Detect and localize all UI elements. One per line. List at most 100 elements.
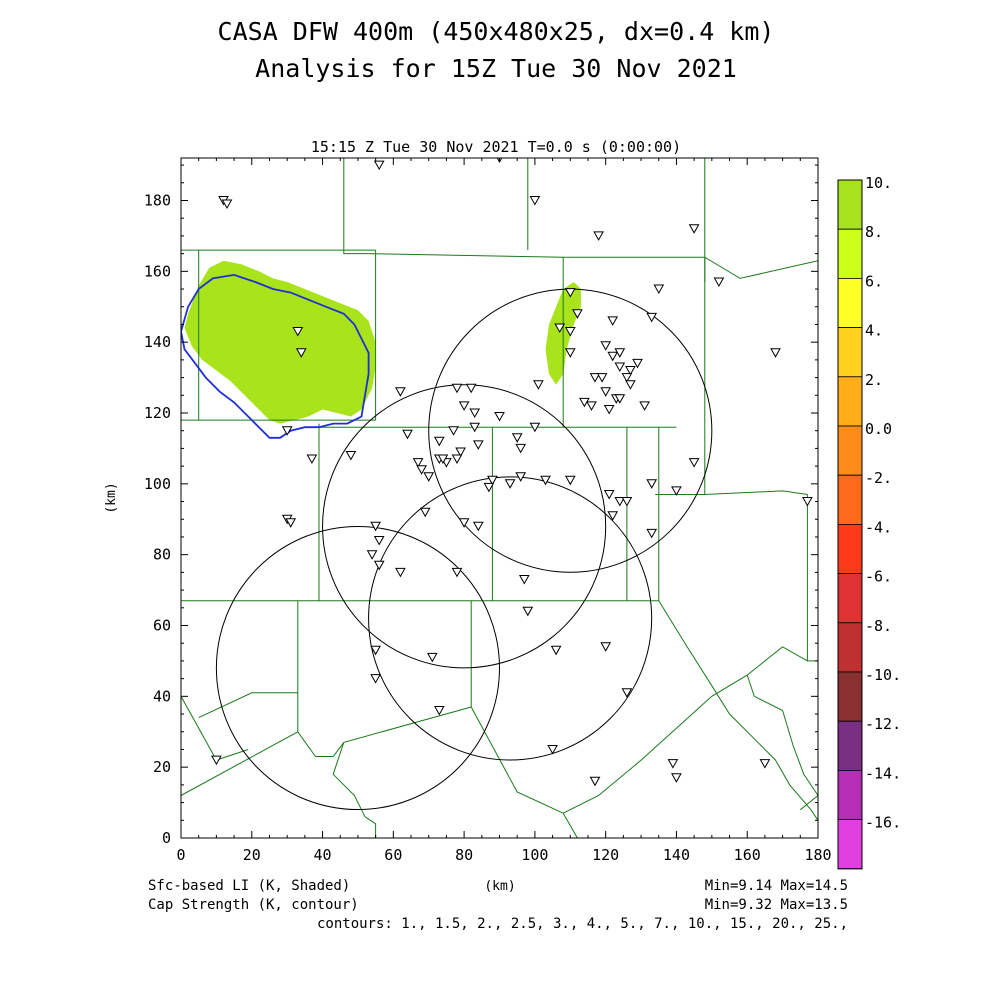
station-marker bbox=[564, 288, 576, 298]
station-marker bbox=[688, 224, 700, 234]
station-marker bbox=[564, 327, 576, 337]
county-boundary bbox=[746, 674, 818, 796]
colorbar-swatch bbox=[837, 770, 863, 821]
station-marker bbox=[596, 373, 608, 383]
cap-strength-contour bbox=[181, 273, 370, 439]
station-marker bbox=[469, 408, 481, 419]
colorbar-swatch bbox=[837, 277, 863, 328]
station-marker bbox=[564, 348, 576, 358]
colorbar-level-label: 4. bbox=[865, 322, 883, 340]
station-marker bbox=[515, 472, 527, 482]
station-marker bbox=[554, 323, 566, 334]
station-marker bbox=[370, 645, 381, 656]
y-tick-label: 140 bbox=[144, 333, 171, 351]
y-axis-label: (km) bbox=[104, 482, 119, 513]
station-marker bbox=[547, 745, 558, 755]
station-marker bbox=[586, 401, 597, 411]
map-plot-area: 0 20 40 60 80 100 120 140 160 180 0 20 40 60 80 100 120 1… bbox=[144, 157, 832, 864]
y-tick-label: 60 bbox=[153, 617, 171, 635]
station-marker bbox=[671, 773, 682, 783]
x-tick-label: 160 bbox=[734, 846, 761, 864]
station-marker bbox=[211, 755, 222, 766]
station-marker bbox=[639, 401, 650, 411]
county-boundaries-layer bbox=[181, 158, 818, 838]
colorbar-level-label: 0.0 bbox=[865, 420, 892, 438]
colorbar-swatch bbox=[837, 474, 863, 525]
station-marker bbox=[373, 536, 385, 546]
station-marker bbox=[646, 312, 658, 323]
plot-time-label: 15:15 Z Tue 30 Nov 2021 T=0.0 s (0:00:00… bbox=[311, 138, 681, 156]
station-marker bbox=[437, 454, 449, 465]
station-markers-layer bbox=[211, 158, 813, 787]
county-boundary bbox=[364, 253, 564, 428]
station-marker bbox=[614, 497, 626, 507]
x-tick-label: 140 bbox=[663, 846, 690, 864]
station-marker bbox=[370, 521, 381, 532]
station-marker bbox=[483, 482, 495, 493]
station-marker bbox=[802, 497, 813, 507]
station-marker bbox=[515, 443, 527, 454]
y-tick-label: 120 bbox=[144, 404, 171, 422]
station-marker bbox=[600, 341, 612, 351]
station-marker bbox=[292, 327, 304, 337]
station-marker bbox=[614, 348, 626, 358]
station-marker bbox=[518, 575, 530, 585]
county-boundary bbox=[799, 795, 818, 811]
shaded-li-layer bbox=[184, 260, 581, 424]
station-marker bbox=[529, 196, 541, 206]
shaded-min-max: Min=9.14 Max=14.5 bbox=[705, 878, 848, 894]
county-boundary bbox=[704, 257, 808, 496]
colorbar-level-label: 10. bbox=[865, 174, 892, 192]
station-marker bbox=[688, 458, 700, 468]
station-marker bbox=[579, 397, 590, 408]
station-marker bbox=[589, 373, 601, 383]
station-marker bbox=[600, 642, 612, 652]
x-tick-label: 120 bbox=[592, 846, 619, 864]
station-marker bbox=[494, 412, 505, 422]
station-marker bbox=[281, 426, 293, 436]
x-tick-label: 60 bbox=[384, 846, 402, 864]
y-tick-label: 40 bbox=[153, 687, 171, 705]
station-marker bbox=[469, 422, 481, 433]
y-tick-label: 20 bbox=[153, 758, 171, 776]
station-marker bbox=[600, 387, 612, 397]
station-marker bbox=[589, 776, 601, 787]
colorbar-level-label: -2. bbox=[865, 469, 892, 487]
station-marker bbox=[621, 373, 633, 383]
station-marker bbox=[759, 759, 771, 769]
station-marker bbox=[614, 362, 626, 373]
station-marker bbox=[285, 518, 297, 528]
x-tick-label: 180 bbox=[804, 846, 831, 864]
colorbar-swatch bbox=[837, 327, 863, 378]
station-marker bbox=[625, 380, 636, 390]
colorbar-level-label: -10. bbox=[865, 666, 901, 684]
station-marker bbox=[713, 277, 725, 288]
station-marker bbox=[366, 550, 378, 560]
station-marker bbox=[412, 458, 424, 468]
county-boundary bbox=[658, 600, 818, 821]
y-tick-label: 80 bbox=[153, 546, 171, 564]
station-marker bbox=[402, 429, 413, 440]
colorbar: 10. 8. 6. 4. 2. 0.0 -2. -4. -6. -8. -10. -12. -14. -1… bbox=[837, 174, 901, 870]
colorbar-frame bbox=[837, 179, 863, 870]
station-marker bbox=[572, 309, 583, 319]
y-tick-label: 100 bbox=[144, 475, 171, 493]
x-tick-label: 0 bbox=[176, 846, 185, 864]
station-marker bbox=[455, 447, 466, 458]
colorbar-level-label: -6. bbox=[865, 568, 892, 586]
y-tick-label: 0 bbox=[162, 829, 171, 847]
station-marker bbox=[472, 440, 484, 450]
station-marker bbox=[621, 688, 633, 698]
station-marker bbox=[603, 405, 615, 415]
station-marker bbox=[540, 475, 551, 486]
radar-ring-3 bbox=[368, 476, 653, 761]
station-marker bbox=[533, 380, 544, 390]
station-marker bbox=[451, 567, 463, 578]
station-marker bbox=[419, 507, 431, 518]
station-marker bbox=[451, 454, 463, 465]
station-marker bbox=[448, 426, 459, 436]
county-boundary bbox=[563, 256, 818, 279]
station-marker bbox=[433, 436, 445, 447]
colorbar-swatch bbox=[837, 720, 863, 771]
colorbar-level-label: 2. bbox=[865, 371, 883, 389]
